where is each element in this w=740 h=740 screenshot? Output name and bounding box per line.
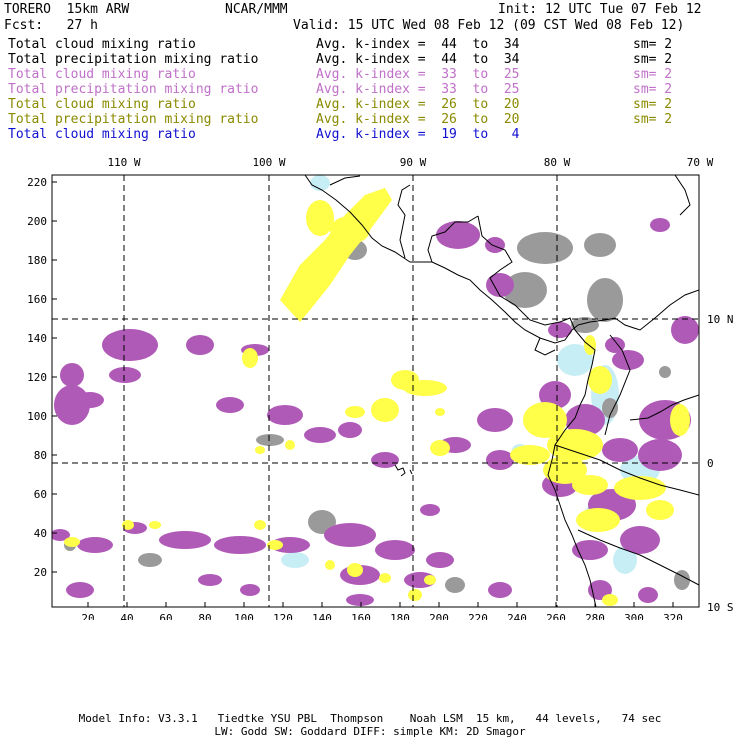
x-tick-label: 140 xyxy=(312,612,332,620)
legend-kindex: Avg. k-index = 44 to 34 xyxy=(316,52,520,67)
x-tick-label: 60 xyxy=(159,612,172,620)
y-tick-label: 200 xyxy=(27,215,47,228)
x-tick-label: 20 xyxy=(81,612,94,620)
model-info-line1: Model Info: V3.3.1 Tiedtke YSU PBL Thomp… xyxy=(78,712,662,725)
model-title: TORERO 15km ARW xyxy=(4,2,130,17)
forecast-map: 110 W 100 W 90 W 80 W 70 W 10 N 0 10 S 2… xyxy=(27,156,734,620)
legend-label: Total precipitation mixing ratio xyxy=(8,82,259,97)
lon-label: 70 W xyxy=(687,156,714,169)
y-tick-label: 100 xyxy=(27,410,47,423)
y-tick-label: 140 xyxy=(27,332,47,345)
lat-label: 10 N xyxy=(707,313,734,326)
legend-row: Total precipitation mixing ratio Avg. k-… xyxy=(8,52,738,67)
init-time: Init: 12 UTC Tue 07 Feb 12 xyxy=(498,2,702,17)
bottom-axis-ticks xyxy=(87,602,674,607)
y-tick-label: 120 xyxy=(27,371,47,384)
org-label: NCAR/MMM xyxy=(225,2,288,17)
lon-label: 100 W xyxy=(252,156,285,169)
legend-label: Total precipitation mixing ratio xyxy=(8,52,259,67)
y-tick-label: 20 xyxy=(34,566,47,579)
valid-time: Valid: 15 UTC Wed 08 Feb 12 (09 CST Wed … xyxy=(293,18,685,33)
legend-label: Total cloud mixing ratio xyxy=(8,97,196,112)
legend-row: Total cloud mixing ratio Avg. k-index = … xyxy=(8,67,738,82)
y-tick-labels: 220 200 180 160 140 120 100 80 60 40 20 xyxy=(27,176,47,579)
legend-smoothing: sm= 2 xyxy=(633,67,673,82)
lon-label: 90 W xyxy=(400,156,427,169)
legend-smoothing: sm= 2 xyxy=(633,82,673,97)
coastlines xyxy=(304,175,699,607)
legend-label: Total cloud mixing ratio xyxy=(8,67,196,82)
legend-row: Total precipitation mixing ratio Avg. k-… xyxy=(8,82,738,97)
y-tick-label: 60 xyxy=(34,488,47,501)
map-frame xyxy=(51,174,700,608)
legend-row: Total cloud mixing ratio Avg. k-index = … xyxy=(8,37,738,52)
x-tick-label: 320 xyxy=(663,612,683,620)
lat-label: 0 xyxy=(707,457,714,470)
y-tick-label: 40 xyxy=(34,527,47,540)
x-tick-label: 260 xyxy=(546,612,566,620)
x-tick-label: 280 xyxy=(585,612,605,620)
legend-label: Total cloud mixing ratio xyxy=(8,37,196,52)
x-tick-label: 240 xyxy=(507,612,527,620)
yellow-cloud-fields xyxy=(64,188,690,606)
x-tick-label: 200 xyxy=(429,612,449,620)
model-info-line2: LW: Godd SW: Goddard DIFF: simple KM: 2D… xyxy=(214,725,526,738)
legend-label: Total precipitation mixing ratio xyxy=(8,112,259,127)
x-tick-label: 120 xyxy=(273,612,293,620)
legend-row: Total precipitation mixing ratio Avg. k-… xyxy=(8,112,738,127)
legend-smoothing: sm= 2 xyxy=(633,97,673,112)
y-tick-label: 180 xyxy=(27,254,47,267)
legend-kindex: Avg. k-index = 33 to 25 xyxy=(316,67,520,82)
lat-lon-grid xyxy=(52,175,699,607)
x-tick-label: 160 xyxy=(351,612,371,620)
y-tick-label: 220 xyxy=(27,176,47,189)
legend-smoothing: sm= 2 xyxy=(633,52,673,67)
x-tick-label: 40 xyxy=(120,612,133,620)
legend-kindex: Avg. k-index = 33 to 25 xyxy=(316,82,520,97)
x-tick-label: 80 xyxy=(198,612,211,620)
legend-smoothing: sm= 2 xyxy=(633,112,673,127)
lon-label: 110 W xyxy=(107,156,140,169)
lon-label: 80 W xyxy=(544,156,571,169)
x-tick-label: 300 xyxy=(624,612,644,620)
legend-kindex: Avg. k-index = 26 to 20 xyxy=(316,97,520,112)
legend-row: Total cloud mixing ratio Avg. k-index = … xyxy=(8,97,738,112)
x-tick-labels: 20 40 60 80 100 120 140 160 180 200 220 … xyxy=(81,612,683,620)
y-tick-label: 160 xyxy=(27,293,47,306)
legend-label: Total cloud mixing ratio xyxy=(8,127,196,142)
x-tick-label: 100 xyxy=(234,612,254,620)
legend-kindex: Avg. k-index = 44 to 34 xyxy=(316,37,520,52)
legend-kindex: Avg. k-index = 26 to 20 xyxy=(316,112,520,127)
forecast-hour: Fcst: 27 h xyxy=(4,18,98,33)
left-axis-ticks xyxy=(52,181,57,573)
legend-smoothing: sm= 2 xyxy=(633,37,673,52)
x-tick-label: 220 xyxy=(468,612,488,620)
purple-cloud-fields xyxy=(52,218,699,606)
x-tick-label: 180 xyxy=(390,612,410,620)
lat-label: 10 S xyxy=(707,601,734,614)
legend-row: Total cloud mixing ratio Avg. k-index = … xyxy=(8,127,738,142)
y-tick-label: 80 xyxy=(34,449,47,462)
legend-kindex: Avg. k-index = 19 to 4 xyxy=(316,127,520,142)
